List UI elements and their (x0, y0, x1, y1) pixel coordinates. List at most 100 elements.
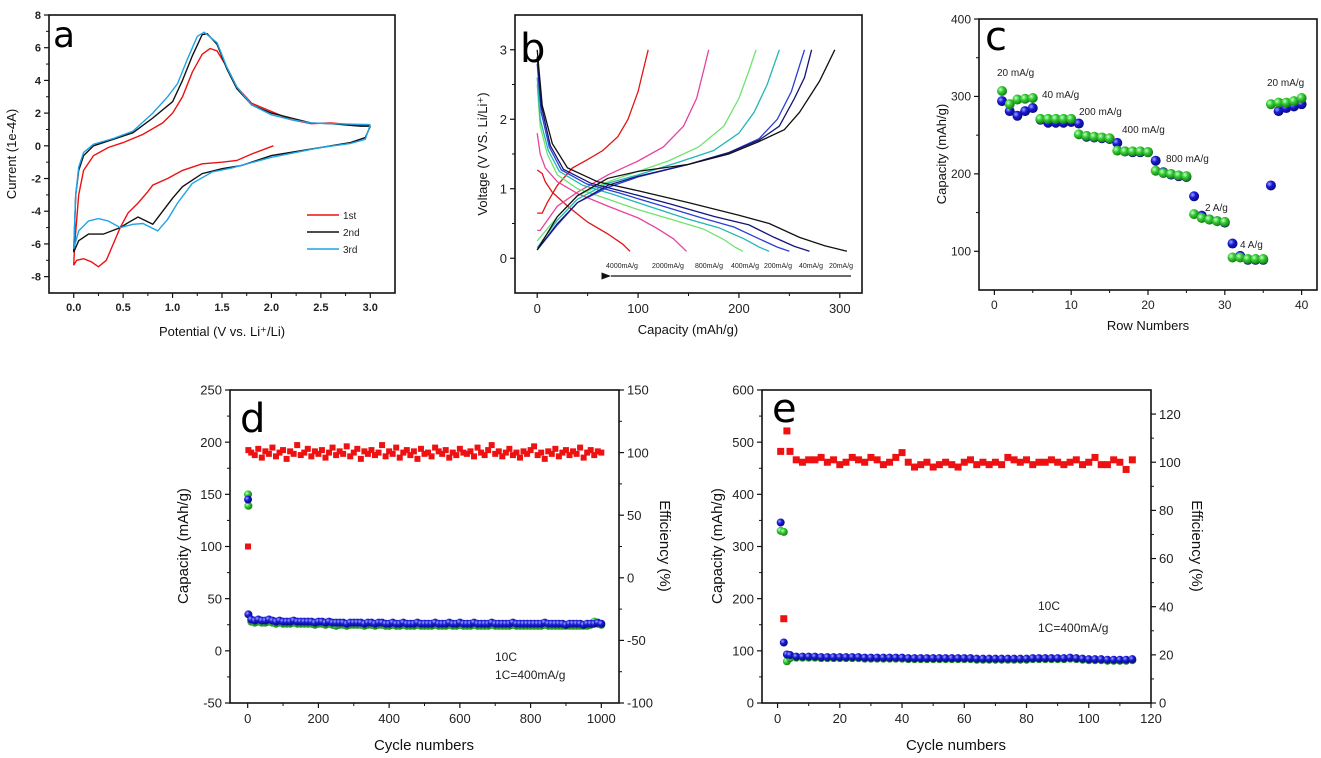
charge-point (1227, 252, 1238, 263)
y-axis-title: Current (1e-4A) (4, 109, 19, 199)
y2-axis-title: Efficiency (%) (1188, 500, 1205, 591)
y2-tick-label: 50 (627, 508, 641, 523)
discharge-capacity-point (1053, 654, 1062, 663)
efficiency-point (308, 453, 315, 460)
rate-annotation: 400 mA/g (1122, 125, 1165, 136)
y-tick-label: 6 (35, 43, 41, 55)
efficiency-point (777, 447, 785, 455)
legend-label: 3rd (343, 245, 357, 256)
discharge-capacity-point (1022, 654, 1031, 663)
efficiency-point (861, 458, 869, 466)
efficiency-point (492, 450, 499, 457)
y-tick-label: -8 (31, 272, 41, 284)
panel-e: 0 20 40 60 80 100 1200100200300400500600020406… (709, 383, 1205, 754)
charge-point (1143, 147, 1153, 158)
y-tick-label: 100 (951, 245, 971, 259)
efficiency-point (541, 455, 548, 462)
efficiency-point (886, 458, 894, 466)
efficiency-point (410, 448, 417, 455)
condition-note: 1C=400mA/g (1038, 621, 1108, 635)
y-tick-label: 8 (35, 10, 41, 22)
y2-tick-label: 60 (1159, 551, 1173, 566)
efficiency-point (294, 442, 301, 449)
discharge-capacity-point (792, 652, 801, 661)
y-axis-title: Capacity (mAh/g) (175, 488, 192, 604)
efficiency-point (580, 454, 587, 461)
discharge-capacity-point (1128, 655, 1137, 664)
y-tick-label: 0 (215, 644, 222, 659)
efficiency-point (594, 448, 601, 455)
y-tick-label: 200 (732, 591, 754, 606)
efficiency-point (570, 448, 577, 455)
x-tick-label: 40 (895, 711, 909, 726)
efficiency-point (942, 458, 950, 466)
efficiency-point (329, 444, 336, 451)
charge-curve-400mA/g (536, 49, 780, 249)
efficiency-point (322, 454, 329, 461)
x-tick-label: 0.5 (115, 302, 130, 314)
x-axis-title: Capacity (mAh/g) (638, 322, 738, 337)
charge-point (1058, 113, 1069, 124)
charge-point (1119, 146, 1130, 157)
discharge-capacity-point (1122, 655, 1131, 664)
condition-note: 10C (1038, 599, 1060, 613)
efficiency-point (973, 461, 981, 469)
discharge-capacity-point (885, 653, 894, 662)
y-tick-label: 250 (200, 383, 222, 398)
charge-point (1135, 146, 1146, 157)
rate-label: 40mA/g (799, 263, 823, 270)
efficiency-point (898, 449, 906, 457)
efficiency-point (805, 456, 813, 464)
x-tick-label: 100 (627, 301, 649, 316)
discharge-capacity-point (1072, 654, 1081, 663)
discharge-capacity-point (817, 653, 826, 662)
efficiency-point (417, 445, 424, 452)
y2-tick-label: 100 (627, 445, 649, 460)
x-tick-label: 300 (829, 301, 851, 316)
discharge-capacity-point (904, 654, 913, 663)
discharge-capacity-point (1109, 655, 1118, 664)
discharge-curve-2000mA/g (536, 133, 687, 252)
efficiency-point (432, 444, 439, 451)
charge-point (1212, 216, 1223, 227)
y-tick-label: 2 (35, 108, 41, 120)
discharge-capacity-point (842, 653, 851, 662)
charge-point (1296, 92, 1307, 103)
discharge-capacity-point (947, 654, 956, 663)
plot-area (536, 49, 848, 252)
y2-tick-label: 100 (1159, 455, 1181, 470)
y-tick-label: 1 (500, 181, 507, 196)
efficiency-point (262, 448, 269, 455)
y-axis-title: Voltage (V VS. Li/Li⁺) (475, 92, 490, 215)
efficiency-point (584, 449, 591, 456)
plot-area (244, 442, 606, 630)
series-line-2nd (73, 33, 371, 253)
efficiency-point (1047, 456, 1055, 464)
rate-label: 4000mA/g (606, 263, 638, 270)
series-line-3rd (73, 31, 371, 249)
efficiency-point (439, 450, 446, 457)
efficiency-point (343, 443, 350, 450)
plot-area (997, 86, 1307, 265)
efficiency-point (534, 452, 541, 459)
charge-point (1288, 96, 1299, 107)
x-tick-label: 400 (378, 711, 400, 726)
efficiency-point (499, 453, 506, 460)
y2-tick-label: 0 (627, 570, 634, 585)
efficiency-point (474, 444, 481, 451)
discharge-capacity-point (991, 654, 1000, 663)
plot-area (73, 31, 371, 268)
efficiency-point (276, 449, 283, 456)
y-tick-label: -6 (31, 239, 41, 251)
discharge-curve-40mA/g (536, 56, 810, 252)
x-tick-label: 800 (520, 711, 542, 726)
y-tick-label: 150 (200, 487, 222, 502)
efficiency-point (566, 452, 573, 459)
x-axis-title: Row Numbers (1107, 318, 1190, 333)
y-tick-label: 100 (732, 644, 754, 659)
discharge-curve-400mA/g (536, 77, 770, 252)
efficiency-point (396, 454, 403, 461)
charge-point (1166, 168, 1177, 179)
charge-point (1027, 92, 1038, 103)
charge-point (1096, 132, 1107, 143)
